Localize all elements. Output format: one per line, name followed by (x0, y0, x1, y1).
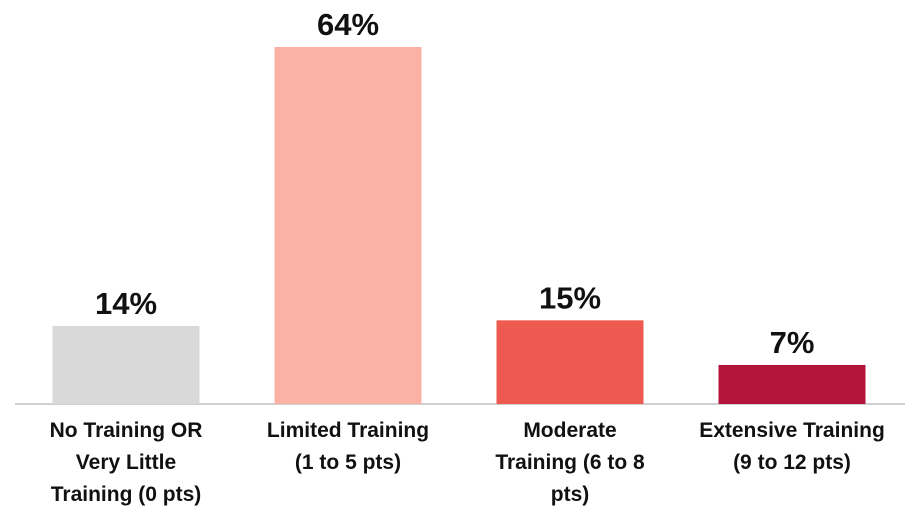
bar-value-label: 15% (539, 280, 601, 315)
category-label: Moderate (523, 419, 616, 442)
bar (496, 320, 644, 404)
category-label: Very Little (76, 451, 176, 474)
category-label: pts) (551, 483, 590, 506)
category-label: Extensive Training (699, 419, 885, 442)
bar (718, 364, 866, 404)
bar (274, 47, 422, 404)
category-label: Limited Training (267, 419, 429, 442)
category-label: Training (6 to 8 (495, 451, 645, 474)
category-label: (9 to 12 pts) (733, 451, 851, 474)
bar-value-label: 64% (317, 7, 379, 42)
category-label: Training (0 pts) (51, 483, 202, 506)
bar (52, 325, 200, 404)
category-label: No Training OR (50, 419, 203, 442)
bar-value-label: 7% (770, 325, 815, 360)
bar-value-label: 14% (95, 286, 157, 321)
category-label: (1 to 5 pts) (295, 451, 401, 474)
